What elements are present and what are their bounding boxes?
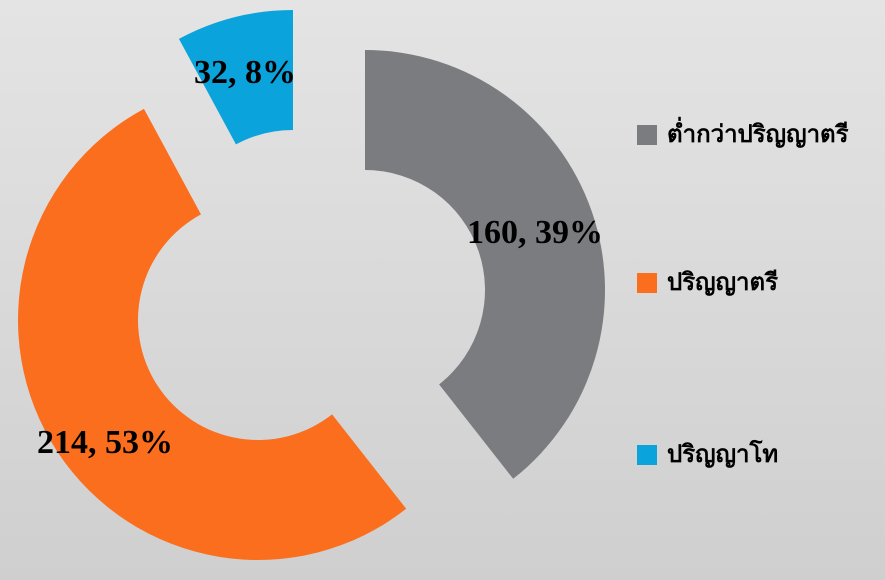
legend-swatch — [637, 273, 657, 293]
legend-label: ปริญญาตรี — [667, 268, 778, 296]
legend-swatch — [637, 125, 657, 145]
data-label: 32, 8% — [194, 54, 296, 91]
data-label: 160, 39% — [467, 214, 603, 251]
legend-label: ต่ำกว่าปริญญาตรี — [667, 116, 849, 148]
donut-segment — [18, 108, 407, 560]
legend-swatch — [637, 445, 657, 465]
donut-segment — [365, 50, 606, 479]
legend-label: ปริญญาโท — [667, 439, 778, 468]
donut-segment — [178, 9, 293, 145]
data-label: 214, 53% — [37, 424, 173, 461]
